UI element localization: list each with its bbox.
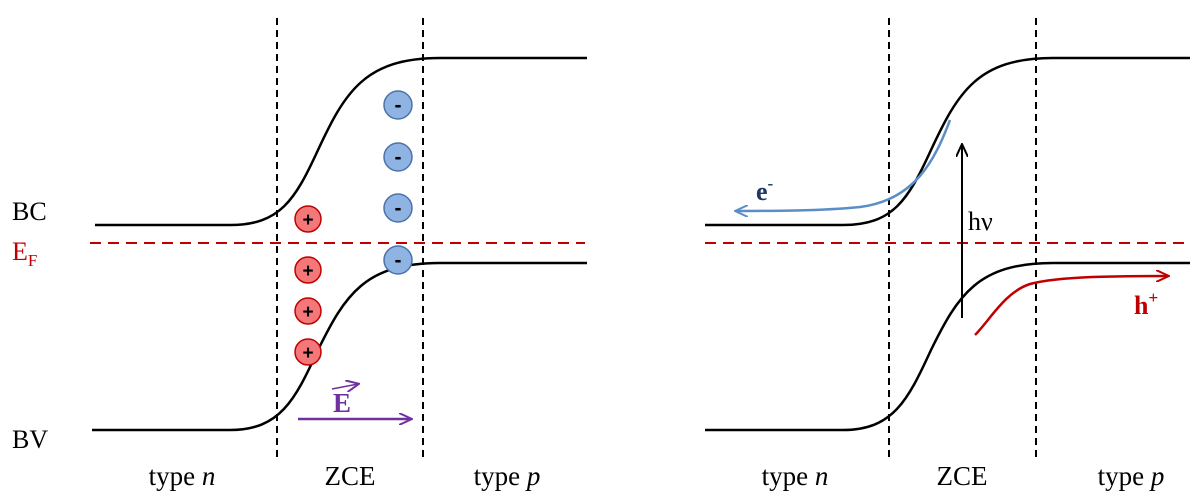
valence-band-curve <box>705 261 1190 432</box>
ef-label-sub: F <box>28 251 37 270</box>
svg-text:+: + <box>302 343 313 364</box>
negative-charge: - <box>383 90 413 120</box>
ef-label: EF <box>12 237 37 270</box>
hole-drift-arrow <box>974 276 1168 336</box>
positive-charge: + <box>294 205 322 233</box>
conduction-band-curve <box>705 56 1190 227</box>
negative-charge: - <box>383 142 413 172</box>
svg-text:+: + <box>302 302 313 323</box>
svg-text:-: - <box>395 94 402 117</box>
negative-charge: - <box>383 245 413 275</box>
region-label-p: type p <box>474 461 541 491</box>
field-label: E <box>333 388 351 418</box>
field-vector-arrow-icon <box>331 384 358 389</box>
region-label-n: type n <box>762 461 829 491</box>
conduction-band-curve <box>95 56 587 227</box>
hole-label: h+ <box>1134 288 1158 320</box>
region-label-zce: ZCE <box>937 461 988 491</box>
hv-label: hν <box>968 207 993 236</box>
svg-text:-: - <box>395 197 402 220</box>
electric-field: E <box>298 384 411 419</box>
positive-charge: + <box>294 338 322 366</box>
right-panel: hν e- h+ type n ZCE type p <box>705 18 1190 491</box>
svg-text:+: + <box>302 261 313 282</box>
svg-text:-: - <box>395 146 402 169</box>
negative-charge: - <box>383 193 413 223</box>
svg-text:+: + <box>302 210 313 231</box>
ef-label-main: E <box>12 237 28 266</box>
electron-label: e- <box>756 174 774 206</box>
positive-charge: + <box>294 256 322 284</box>
bv-label: BV <box>12 425 48 454</box>
positive-charge: + <box>294 297 322 325</box>
region-label-p: type p <box>1098 461 1165 491</box>
region-label-n: type n <box>149 461 216 491</box>
region-label-zce: ZCE <box>325 461 376 491</box>
svg-text:-: - <box>395 249 402 272</box>
left-panel: BC EF BV + + + + - - - <box>12 18 587 491</box>
electron-drift-arrow <box>736 119 952 211</box>
bc-label: BC <box>12 197 47 226</box>
